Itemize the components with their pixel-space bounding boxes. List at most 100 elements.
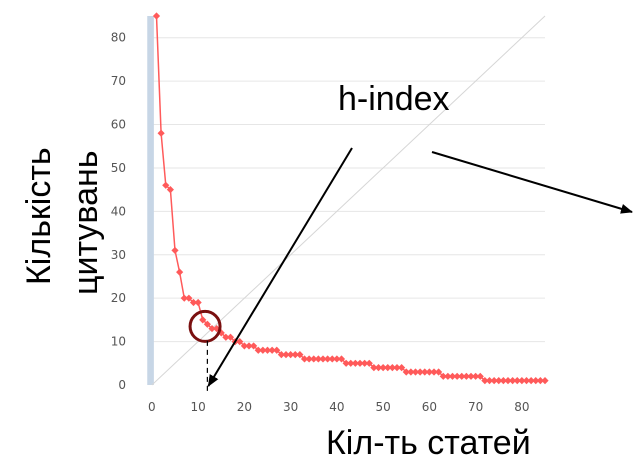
data-point: [282, 351, 290, 359]
data-point: [379, 364, 387, 372]
y-axis-label-line-2: цитувань: [67, 151, 105, 296]
data-point: [370, 364, 378, 372]
data-point: [180, 294, 188, 302]
data-point: [421, 368, 429, 376]
data-point: [476, 372, 484, 380]
data-point: [162, 181, 170, 189]
data-point: [448, 372, 457, 380]
data-point: [388, 364, 396, 372]
citations-points: [152, 12, 549, 385]
y-tick-label: 80: [111, 31, 126, 45]
data-point: [259, 346, 267, 354]
grid-lines: [151, 37, 545, 343]
diagonal-line: [151, 15, 546, 386]
data-point: [435, 368, 443, 376]
data-point: [504, 377, 512, 385]
x-tick-label: 60: [422, 400, 437, 414]
h-index-label: h-index: [338, 80, 450, 118]
data-point: [277, 351, 285, 359]
data-point: [485, 377, 494, 385]
data-point: [208, 324, 216, 333]
data-point: [513, 377, 521, 385]
data-point: [541, 377, 549, 385]
data-point: [166, 186, 174, 194]
y-tick-label: 60: [111, 118, 126, 132]
data-point: [499, 377, 507, 385]
y-tick-label: 10: [111, 335, 126, 349]
data-point: [245, 342, 253, 350]
data-point: [337, 355, 346, 363]
data-point: [444, 372, 452, 380]
data-point: [509, 377, 517, 385]
data-point: [263, 346, 272, 354]
data-point: [152, 12, 161, 20]
data-point: [328, 355, 336, 363]
data-point: [240, 342, 248, 350]
data-point: [425, 368, 433, 376]
y-tick-label: 0: [118, 378, 126, 392]
y-tick-label: 40: [111, 204, 126, 218]
y-axis-band: [147, 16, 154, 385]
y-tick-label: 20: [111, 291, 126, 305]
data-point: [254, 346, 262, 354]
data-point: [361, 359, 369, 367]
data-point: [384, 364, 392, 372]
data-point: [176, 268, 184, 276]
data-point: [416, 368, 424, 376]
data-point: [374, 364, 383, 372]
data-point: [430, 368, 438, 376]
data-point: [351, 359, 359, 367]
x-axis-label: Кіл-ть статей: [326, 424, 531, 462]
y-axis-label: Кількість цитувань: [20, 147, 105, 295]
data-point: [305, 355, 313, 363]
y-axis-label-line-1: Кількість: [20, 147, 58, 285]
y-tick-label: 30: [111, 248, 126, 262]
data-point: [189, 298, 198, 307]
data-point: [185, 294, 193, 302]
h-index-circle: [188, 309, 222, 343]
data-point: [472, 372, 480, 380]
data-point: [157, 129, 165, 137]
data-point: [333, 355, 341, 363]
x-tick-label: 0: [148, 400, 156, 414]
data-point: [250, 342, 258, 350]
x-tick-label: 80: [514, 400, 529, 414]
data-point: [194, 298, 202, 307]
data-point: [398, 364, 406, 372]
data-point: [467, 372, 475, 380]
data-point: [203, 320, 211, 328]
h-index-arrow-right: [431, 151, 633, 214]
data-point: [300, 355, 309, 363]
x-tick-label: 50: [375, 400, 390, 414]
data-point: [342, 359, 350, 367]
data-point: [365, 359, 373, 367]
data-point: [268, 346, 276, 354]
data-point: [536, 377, 544, 385]
data-point: [453, 372, 461, 380]
data-point: [481, 377, 489, 385]
data-point: [458, 372, 466, 380]
y-tick-labels: 0 10 20 30 40 50 60 70 80: [111, 31, 126, 392]
data-point: [527, 377, 535, 385]
h-index-arrow-left: [207, 147, 353, 387]
data-point: [171, 246, 179, 255]
data-point: [518, 377, 526, 385]
data-point: [407, 368, 415, 376]
data-point: [439, 372, 447, 380]
x-tick-labels: 0 10 20 30 40 50 60 70 80: [148, 400, 529, 414]
data-point: [310, 355, 318, 363]
data-point: [291, 351, 299, 359]
x-tick-label: 20: [237, 400, 252, 414]
data-point: [226, 333, 235, 341]
data-point: [532, 377, 540, 385]
data-point: [347, 359, 355, 367]
y-tick-label: 50: [111, 161, 126, 175]
data-point: [236, 337, 244, 346]
data-point: [462, 372, 470, 380]
data-point: [495, 377, 503, 385]
data-point: [222, 333, 230, 341]
data-point: [199, 316, 207, 324]
data-point: [402, 368, 410, 376]
data-point: [314, 355, 322, 363]
data-point: [287, 351, 295, 359]
